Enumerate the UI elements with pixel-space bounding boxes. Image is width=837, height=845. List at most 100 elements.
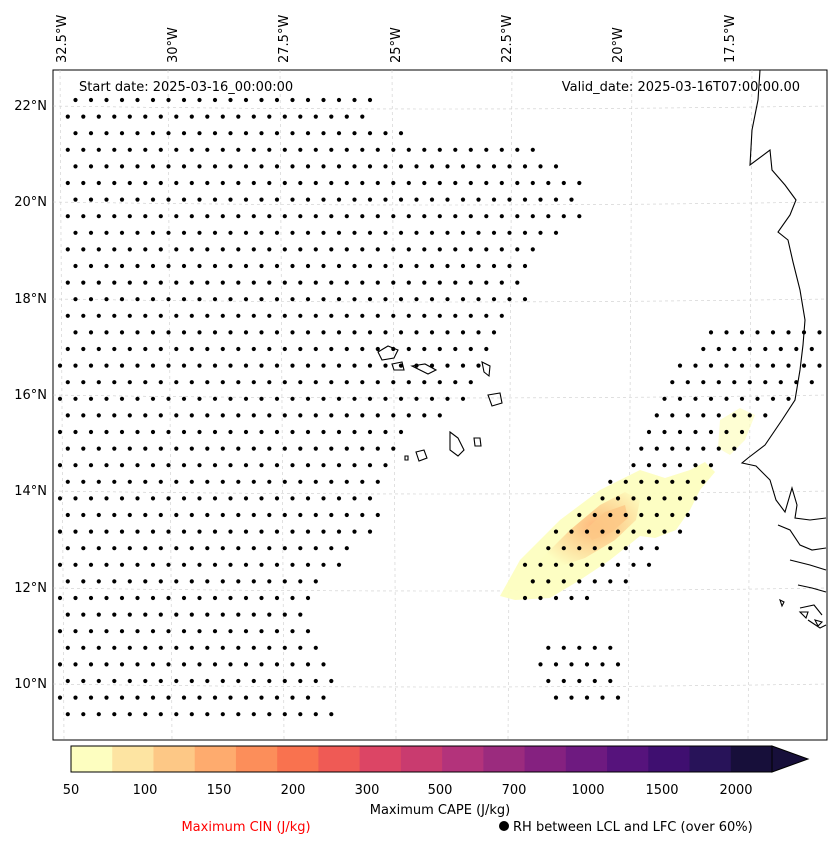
rh-dot (499, 147, 504, 152)
island-maio (473, 437, 482, 447)
rh-dot (282, 446, 287, 451)
rh-dot (336, 297, 342, 302)
rh-dot (282, 280, 287, 285)
rh-dot (96, 579, 101, 584)
rh-dot (73, 230, 78, 235)
rh-dot (88, 197, 94, 202)
rh-dot (104, 396, 109, 401)
rh-dot (577, 678, 582, 684)
rh-dot (553, 164, 559, 169)
rh-dot (538, 662, 543, 667)
rh-dot (329, 180, 334, 186)
rh-dot (174, 512, 179, 518)
rh-dot (104, 330, 109, 335)
rh-dot (212, 463, 218, 468)
rh-dot (143, 413, 148, 418)
rh-dot (212, 529, 218, 534)
rh-dot (398, 230, 404, 235)
rh-dot (205, 147, 210, 152)
rh-dot (174, 180, 179, 186)
rh-dot (166, 662, 171, 667)
rh-dot (205, 579, 210, 584)
rh-dot (367, 297, 373, 302)
rh-dot (313, 678, 318, 684)
rh-dot (228, 595, 233, 601)
rh-dot (298, 147, 303, 152)
rh-dot (383, 330, 388, 335)
rh-dot (499, 214, 504, 219)
rh-dot (290, 695, 295, 700)
rh-dot (639, 546, 644, 551)
lon-label-32-5w: 32.5°W (55, 15, 70, 63)
rh-dot (360, 180, 365, 186)
rh-dot (786, 396, 791, 401)
rh-dot (422, 380, 427, 385)
rh-dot (158, 546, 163, 551)
rh-dot (143, 479, 148, 484)
rh-dot (88, 363, 94, 368)
rh-dot (367, 263, 373, 269)
rh-dot (445, 363, 450, 368)
rh-dot (515, 214, 520, 219)
rh-dot (321, 463, 326, 468)
rh-dot (313, 645, 318, 650)
rh-dot (205, 612, 210, 617)
rh-dot (290, 396, 295, 401)
rh-dot (228, 131, 233, 136)
rh-dot (220, 346, 225, 352)
rh-dot (422, 247, 427, 252)
rh-dot (298, 214, 303, 219)
rh-dot (259, 97, 264, 103)
rh-dot (608, 579, 613, 584)
rh-dot (429, 197, 435, 202)
rh-dot (251, 180, 256, 186)
rh-dot (212, 662, 218, 667)
rh-dot (205, 645, 210, 650)
rh-dot (243, 363, 249, 368)
rh-dot (267, 114, 272, 119)
rh-dot (716, 380, 721, 385)
lon-label-17-5w: 17.5°W (723, 15, 738, 63)
rh-dot (65, 612, 70, 617)
rh-dot (259, 197, 264, 202)
colorbar-box (565, 746, 608, 772)
rh-dot (267, 413, 272, 418)
rh-dot (437, 280, 442, 285)
rh-dot (127, 446, 132, 451)
rh-dot (243, 263, 249, 269)
rh-dot (499, 313, 504, 318)
rh-dot (484, 214, 489, 219)
rh-dot (515, 180, 520, 186)
rh-dot (329, 214, 334, 219)
rh-dot (212, 629, 218, 634)
rh-dot (313, 446, 318, 451)
rh-dot (282, 313, 287, 318)
rh-dot (267, 380, 272, 385)
rh-dot (96, 512, 101, 518)
rh-dot (135, 629, 140, 634)
rh-dot (321, 330, 326, 335)
rh-dot (274, 429, 280, 435)
rh-dot (329, 678, 334, 684)
rh-dot (305, 496, 311, 501)
rh-dot (414, 263, 419, 269)
rh-dot (755, 330, 760, 335)
rh-dot (189, 380, 194, 385)
rh-dot (360, 114, 365, 119)
rh-dot (701, 346, 706, 352)
rh-dot (88, 429, 94, 435)
rh-dot (701, 380, 706, 385)
lat-label-18n: 18°N (14, 292, 47, 307)
rh-dot (422, 147, 427, 152)
rh-dot (732, 446, 737, 451)
rh-dot (305, 330, 311, 335)
rh-dot (267, 446, 272, 451)
rh-dot (716, 346, 721, 352)
rh-dot (569, 529, 574, 534)
rh-dot (507, 297, 512, 302)
rh-dot (313, 579, 318, 584)
rh-dot (305, 197, 311, 202)
rh-dot (608, 479, 613, 484)
rh-dot (437, 247, 442, 252)
rh-dot (654, 479, 659, 484)
